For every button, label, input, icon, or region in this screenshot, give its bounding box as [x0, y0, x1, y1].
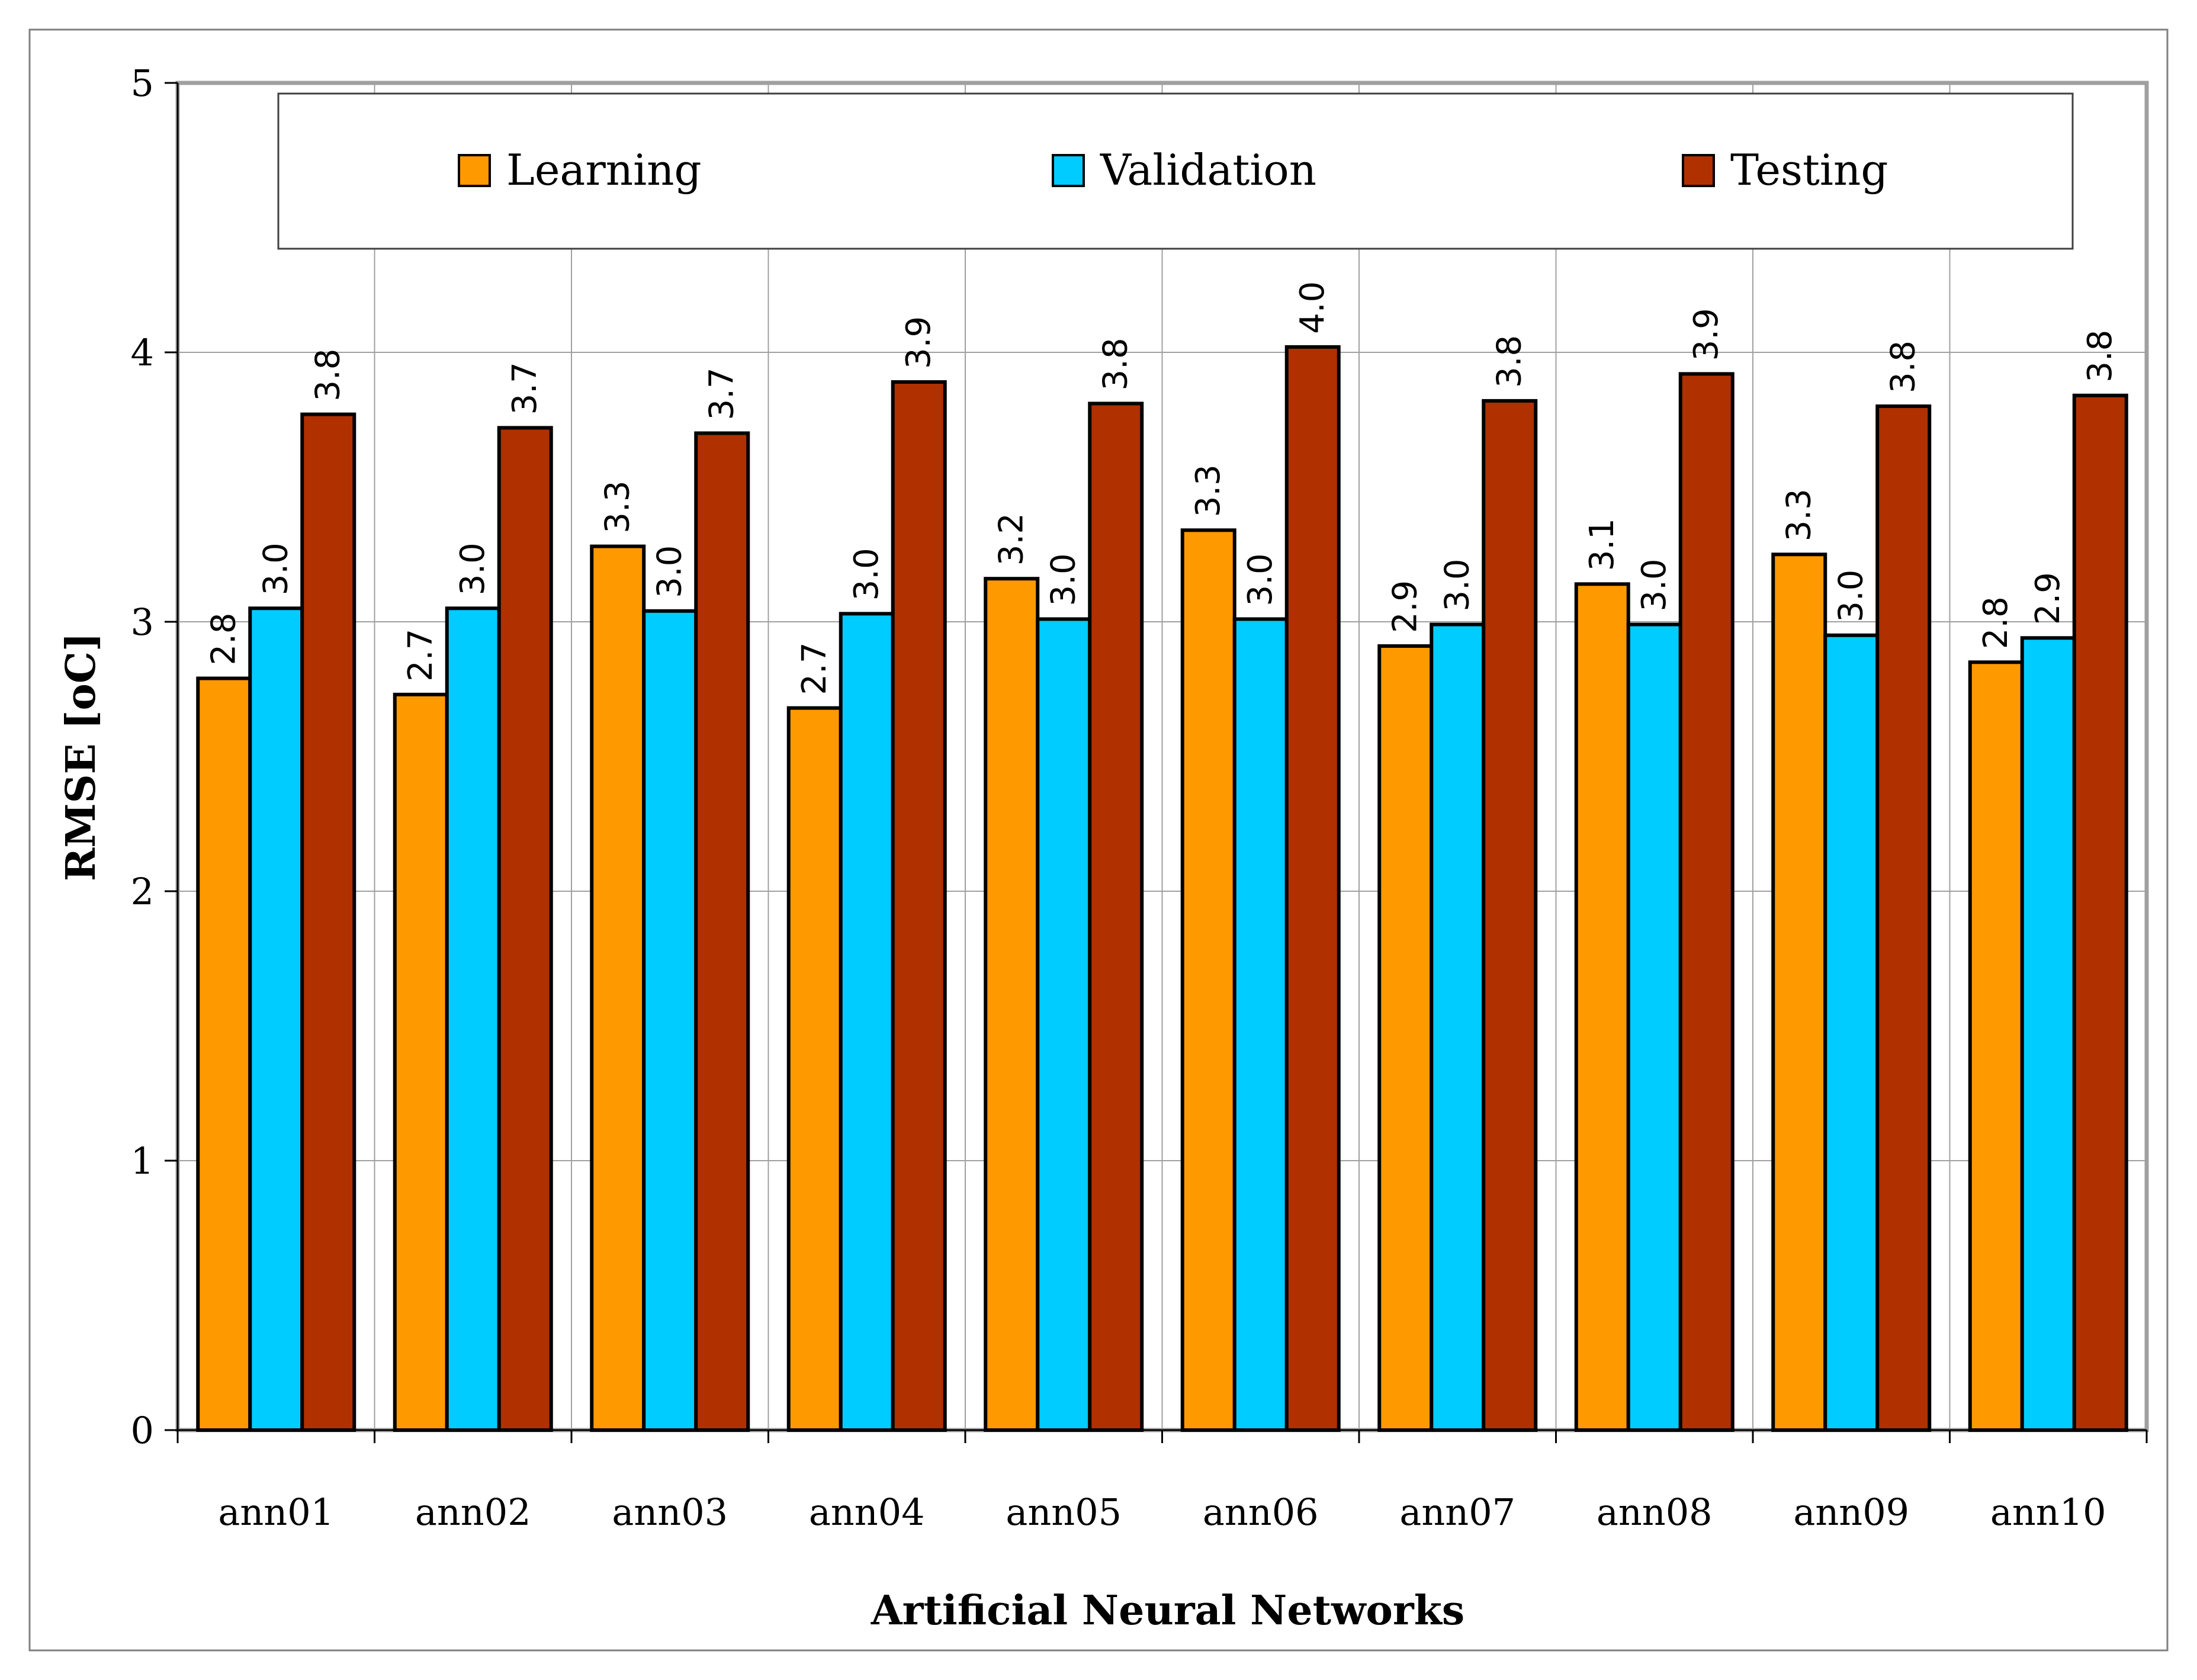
legend-swatch: [1052, 154, 1085, 187]
x-tick-label: ann09: [1793, 1491, 1909, 1534]
bar-value-label: 3.0: [1832, 570, 1870, 622]
bar: [2020, 636, 2076, 1432]
legend-label: Validation: [1100, 145, 1316, 195]
legend: Learning Validation Testing: [277, 92, 2074, 250]
bar-value-label: 2.7: [795, 643, 834, 695]
bar-value-label: 4.0: [1293, 281, 1332, 334]
data-labels: 2.8 3.0 3.8 2.7 3.0 3.7 3.3 3.0 3.7 2.7 3.0 3.9 3.2 3…: [204, 281, 2119, 695]
bar: [1771, 552, 1827, 1432]
bar-value-label: 3.0: [1044, 553, 1083, 606]
bar: [1823, 633, 1880, 1432]
bar: [839, 612, 895, 1432]
bar: [1180, 528, 1236, 1432]
x-tick-label: ann02: [415, 1491, 531, 1534]
bar: [1232, 617, 1289, 1432]
bar-value-label: 3.0: [847, 548, 886, 600]
bar-value-label: 2.8: [204, 612, 243, 665]
legend-label: Learning: [506, 145, 702, 195]
legend-swatch: [458, 154, 491, 187]
y-tick-label: 4: [131, 331, 154, 374]
bar: [1284, 345, 1341, 1432]
bar-value-label: 3.8: [309, 349, 347, 401]
bar-value-label: 3.0: [1241, 553, 1280, 606]
bar-value-label: 3.3: [598, 481, 637, 534]
bar: [445, 606, 501, 1432]
bar: [1430, 622, 1486, 1432]
x-axis-title: Artificial Neural Networks: [871, 1587, 1464, 1634]
legend-swatch: [1682, 154, 1715, 187]
bar: [248, 606, 304, 1432]
bar: [393, 692, 449, 1432]
bar-value-label: 3.2: [992, 513, 1030, 566]
bar-value-label: 2.7: [402, 629, 440, 682]
bar-value-label: 2.8: [1977, 596, 2015, 649]
bar-value-label: 3.0: [1635, 558, 1674, 611]
bar-value-label: 3.8: [1490, 335, 1528, 388]
x-tick-label: ann05: [1006, 1491, 1122, 1534]
x-tick-label: ann07: [1399, 1491, 1515, 1534]
bar: [1377, 644, 1434, 1432]
bar: [1626, 622, 1682, 1432]
bar-value-label: 3.7: [702, 367, 741, 420]
bar-value-label: 3.3: [1780, 489, 1818, 541]
y-tick-label: 0: [131, 1409, 154, 1452]
bar: [590, 544, 646, 1432]
bar-value-label: 3.9: [1687, 308, 1726, 361]
bar-value-label: 3.3: [1189, 464, 1228, 517]
bar: [300, 412, 356, 1432]
bar: [196, 676, 252, 1432]
bar-value-label: 3.7: [506, 362, 544, 415]
x-tick-label: ann06: [1203, 1491, 1319, 1534]
bar-value-label: 3.8: [1884, 341, 1922, 393]
bar-value-label: 3.0: [256, 542, 295, 595]
y-tick-label: 1: [131, 1139, 154, 1183]
bar: [1574, 582, 1630, 1432]
x-tick-label: ann08: [1597, 1491, 1713, 1534]
x-tick-label: ann03: [612, 1491, 728, 1534]
bar-value-label: 2.9: [2029, 572, 2067, 625]
y-tick-label: 2: [131, 870, 154, 913]
bar: [1482, 399, 1538, 1432]
bar: [984, 577, 1040, 1432]
bar-value-label: 3.1: [1583, 518, 1621, 571]
bar-value-label: 3.9: [900, 316, 938, 369]
x-tick-label: ann04: [809, 1491, 925, 1534]
bar-value-label: 3.0: [1438, 558, 1476, 611]
bar-value-label: 2.9: [1386, 580, 1424, 633]
legend-label: Testing: [1730, 145, 1888, 195]
bar: [1875, 404, 1932, 1432]
bar: [497, 426, 553, 1432]
bar-value-label: 3.0: [454, 542, 492, 595]
bar-value-label: 3.8: [2081, 330, 2119, 383]
y-tick-label: 5: [131, 62, 154, 105]
bar-value-label: 3.0: [650, 545, 689, 598]
bar: [642, 609, 698, 1432]
bar: [1088, 401, 1144, 1432]
bar: [1968, 660, 2024, 1432]
x-tick-label: ann01: [218, 1491, 334, 1534]
bar: [1678, 372, 1735, 1432]
axes: 0 1 2 3 4 5 ann01 ann02 ann03 ann04 ann05 ann06 ann0…: [131, 62, 2148, 1534]
bar: [786, 706, 843, 1432]
x-tick-label: ann10: [1990, 1491, 2106, 1534]
bar: [891, 380, 947, 1432]
bar: [1036, 617, 1092, 1432]
y-axis-title: RMSE [oC]: [57, 632, 105, 881]
legend-box: [277, 92, 2074, 250]
y-tick-label: 3: [131, 600, 154, 644]
legend-items: Learning Validation Testing: [458, 145, 1888, 195]
bar-value-label: 3.8: [1096, 338, 1135, 390]
bar: [694, 431, 750, 1432]
bar: [2072, 393, 2128, 1432]
